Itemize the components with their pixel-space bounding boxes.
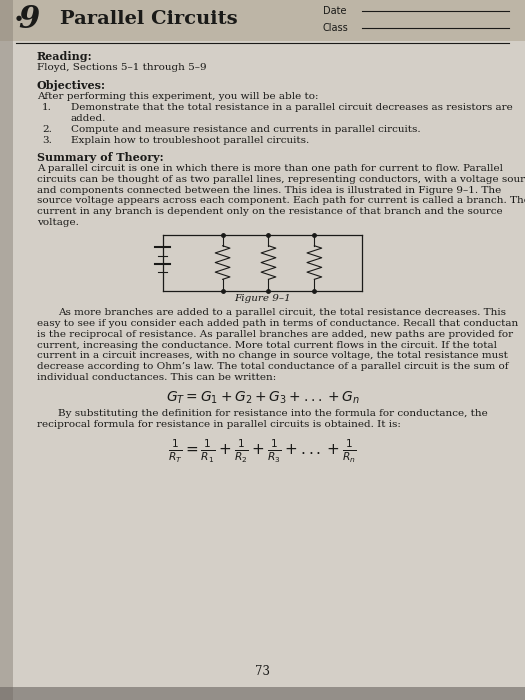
Text: Floyd, Sections 5–1 through 5–9: Floyd, Sections 5–1 through 5–9 bbox=[37, 63, 206, 72]
Text: voltage.: voltage. bbox=[37, 218, 79, 227]
Text: easy to see if you consider each added path in terms of conductance. Recall that: easy to see if you consider each added p… bbox=[37, 319, 518, 328]
Text: A parallel circuit is one in which there is more than one path for current to fl: A parallel circuit is one in which there… bbox=[37, 164, 503, 173]
Text: current, increasing the conductance. More total current flows in the circuit. If: current, increasing the conductance. Mor… bbox=[37, 341, 497, 349]
Text: Parallel Circuits: Parallel Circuits bbox=[60, 10, 238, 29]
Text: added.: added. bbox=[71, 114, 106, 123]
Text: Reading:: Reading: bbox=[37, 51, 92, 62]
Text: individual conductances. This can be written:: individual conductances. This can be wri… bbox=[37, 373, 276, 382]
Text: $G_T = G_1 + G_2 + G_3 + ... + G_n$: $G_T = G_1 + G_2 + G_3 + ... + G_n$ bbox=[165, 390, 360, 406]
Text: ●: ● bbox=[15, 15, 22, 21]
Text: 73: 73 bbox=[255, 664, 270, 678]
Text: decrease according to Ohm’s law. The total conductance of a parallel circuit is : decrease according to Ohm’s law. The tot… bbox=[37, 363, 508, 371]
Text: Date: Date bbox=[323, 6, 346, 16]
Text: and components connected between the lines. This idea is illustrated in Figure 9: and components connected between the lin… bbox=[37, 186, 501, 195]
Text: After performing this experiment, you will be able to:: After performing this experiment, you wi… bbox=[37, 92, 318, 102]
Text: source voltage appears across each component. Each path for current is called a : source voltage appears across each compo… bbox=[37, 197, 525, 205]
Text: 1.: 1. bbox=[42, 103, 52, 112]
Text: current in a circuit increases, with no change in source voltage, the total resi: current in a circuit increases, with no … bbox=[37, 351, 508, 360]
Text: 9: 9 bbox=[18, 4, 39, 35]
Text: Demonstrate that the total resistance in a parallel circuit decreases as resisto: Demonstrate that the total resistance in… bbox=[71, 103, 512, 112]
Bar bbox=[0, 687, 525, 700]
Text: Objectives:: Objectives: bbox=[37, 80, 106, 92]
Text: Summary of Theory:: Summary of Theory: bbox=[37, 152, 163, 163]
Bar bbox=[0, 0, 525, 41]
Text: circuits can be thought of as two parallel lines, representing conductors, with : circuits can be thought of as two parall… bbox=[37, 175, 525, 183]
Text: Explain how to troubleshoot parallel circuits.: Explain how to troubleshoot parallel cir… bbox=[71, 136, 309, 145]
Text: 3.: 3. bbox=[42, 136, 52, 145]
Text: current in any branch is dependent only on the resistance of that branch and the: current in any branch is dependent only … bbox=[37, 207, 502, 216]
Text: Compute and measure resistance and currents in parallel circuits.: Compute and measure resistance and curre… bbox=[71, 125, 421, 134]
Text: By substituting the definition for resistance into the formula for conductance, : By substituting the definition for resis… bbox=[58, 410, 488, 418]
Text: is the reciprocal of resistance. As parallel branches are added, new paths are p: is the reciprocal of resistance. As para… bbox=[37, 330, 513, 339]
Text: reciprocal formula for resistance in parallel circuits is obtained. It is:: reciprocal formula for resistance in par… bbox=[37, 420, 401, 429]
Text: As more branches are added to a parallel circuit, the total resistance decreases: As more branches are added to a parallel… bbox=[58, 308, 506, 317]
Text: $\frac{1}{R_T} = \frac{1}{R_1} + \frac{1}{R_2} + \frac{1}{R_3} + ... + \frac{1}{: $\frac{1}{R_T} = \frac{1}{R_1} + \frac{1… bbox=[168, 438, 357, 466]
Bar bbox=[0, 0, 13, 700]
Text: Figure 9–1: Figure 9–1 bbox=[234, 294, 291, 303]
Text: Class: Class bbox=[323, 23, 349, 34]
Text: 2.: 2. bbox=[42, 125, 52, 134]
